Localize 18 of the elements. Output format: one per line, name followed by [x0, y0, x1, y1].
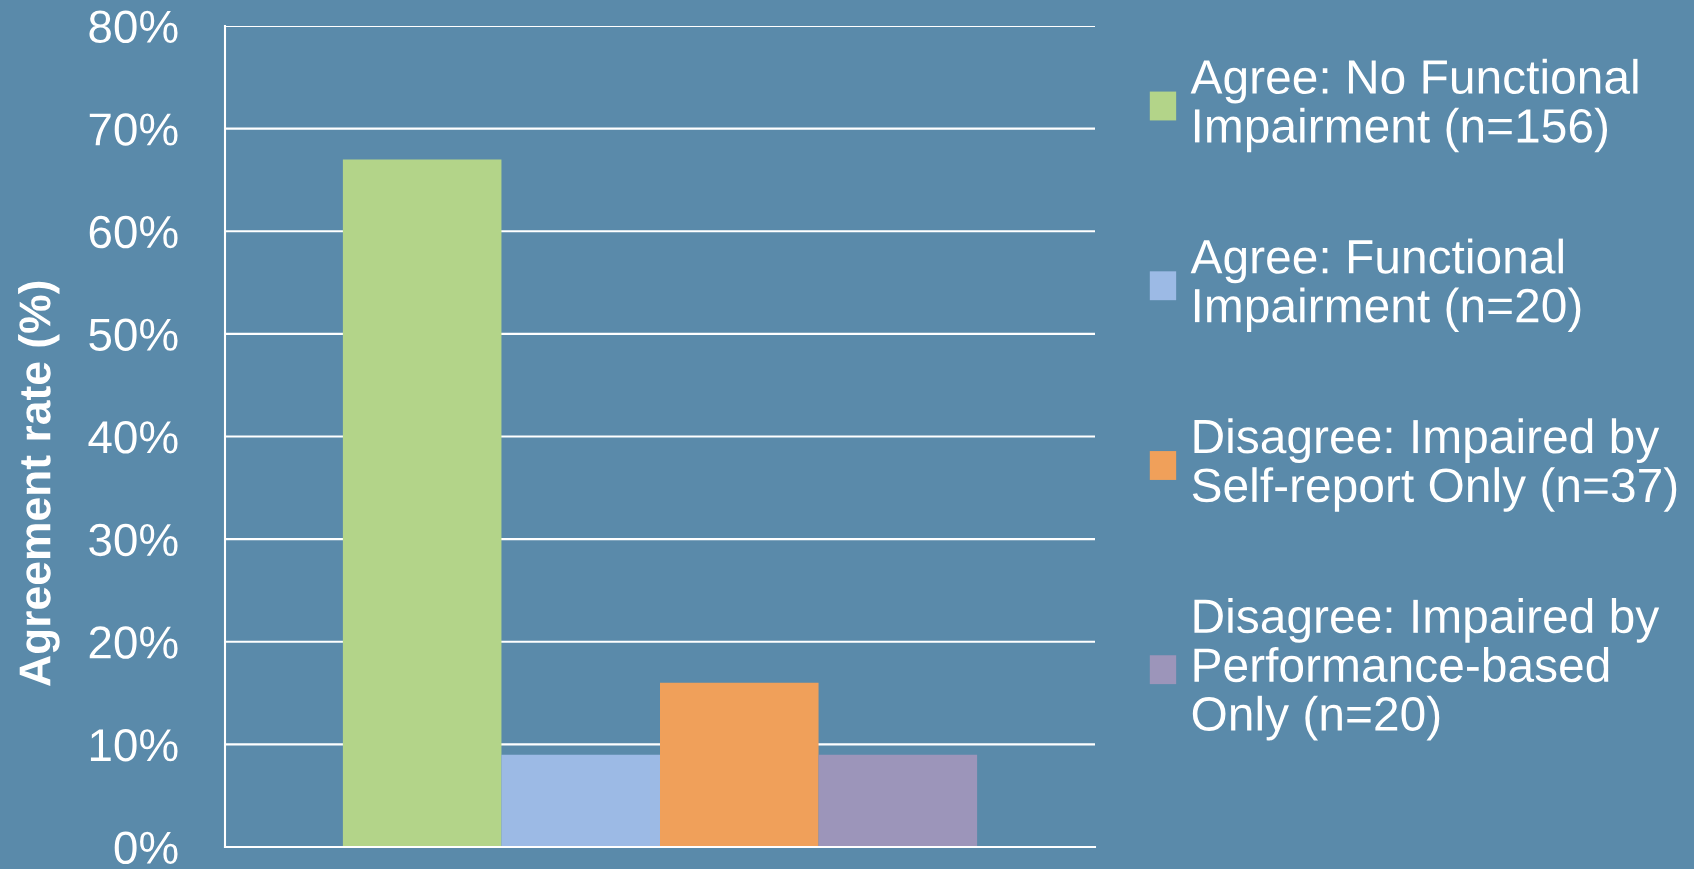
y-tick-label: 80%: [89, 10, 178, 44]
y-tick-label: 20%: [89, 626, 178, 659]
bar: [501, 754, 660, 847]
legend-label: Disagree: Impaired by Performance-based Only (n=20): [1192, 598, 1660, 741]
bar: [342, 159, 502, 847]
bar: [818, 754, 978, 847]
y-tick-label: 10%: [90, 728, 178, 762]
legend-label: Disagree: Impaired by Self-report Only (n=37): [1192, 418, 1677, 512]
y-tick-label: 30%: [89, 523, 178, 557]
legend-label: Agree: Functional Impairment (n=20): [1190, 238, 1581, 333]
y-tick-label: 40%: [88, 421, 178, 454]
y-tick-label: 60%: [89, 215, 178, 249]
y-tick-label: 50%: [89, 318, 178, 351]
y-tick-label: 0%: [114, 831, 178, 865]
y-axis-title: Agreement rate (%): [18, 281, 60, 686]
legend-label: Agree: No Functional Impairment (n=156): [1190, 58, 1638, 153]
y-tick-label: 70%: [89, 113, 178, 146]
bar: [660, 682, 819, 847]
